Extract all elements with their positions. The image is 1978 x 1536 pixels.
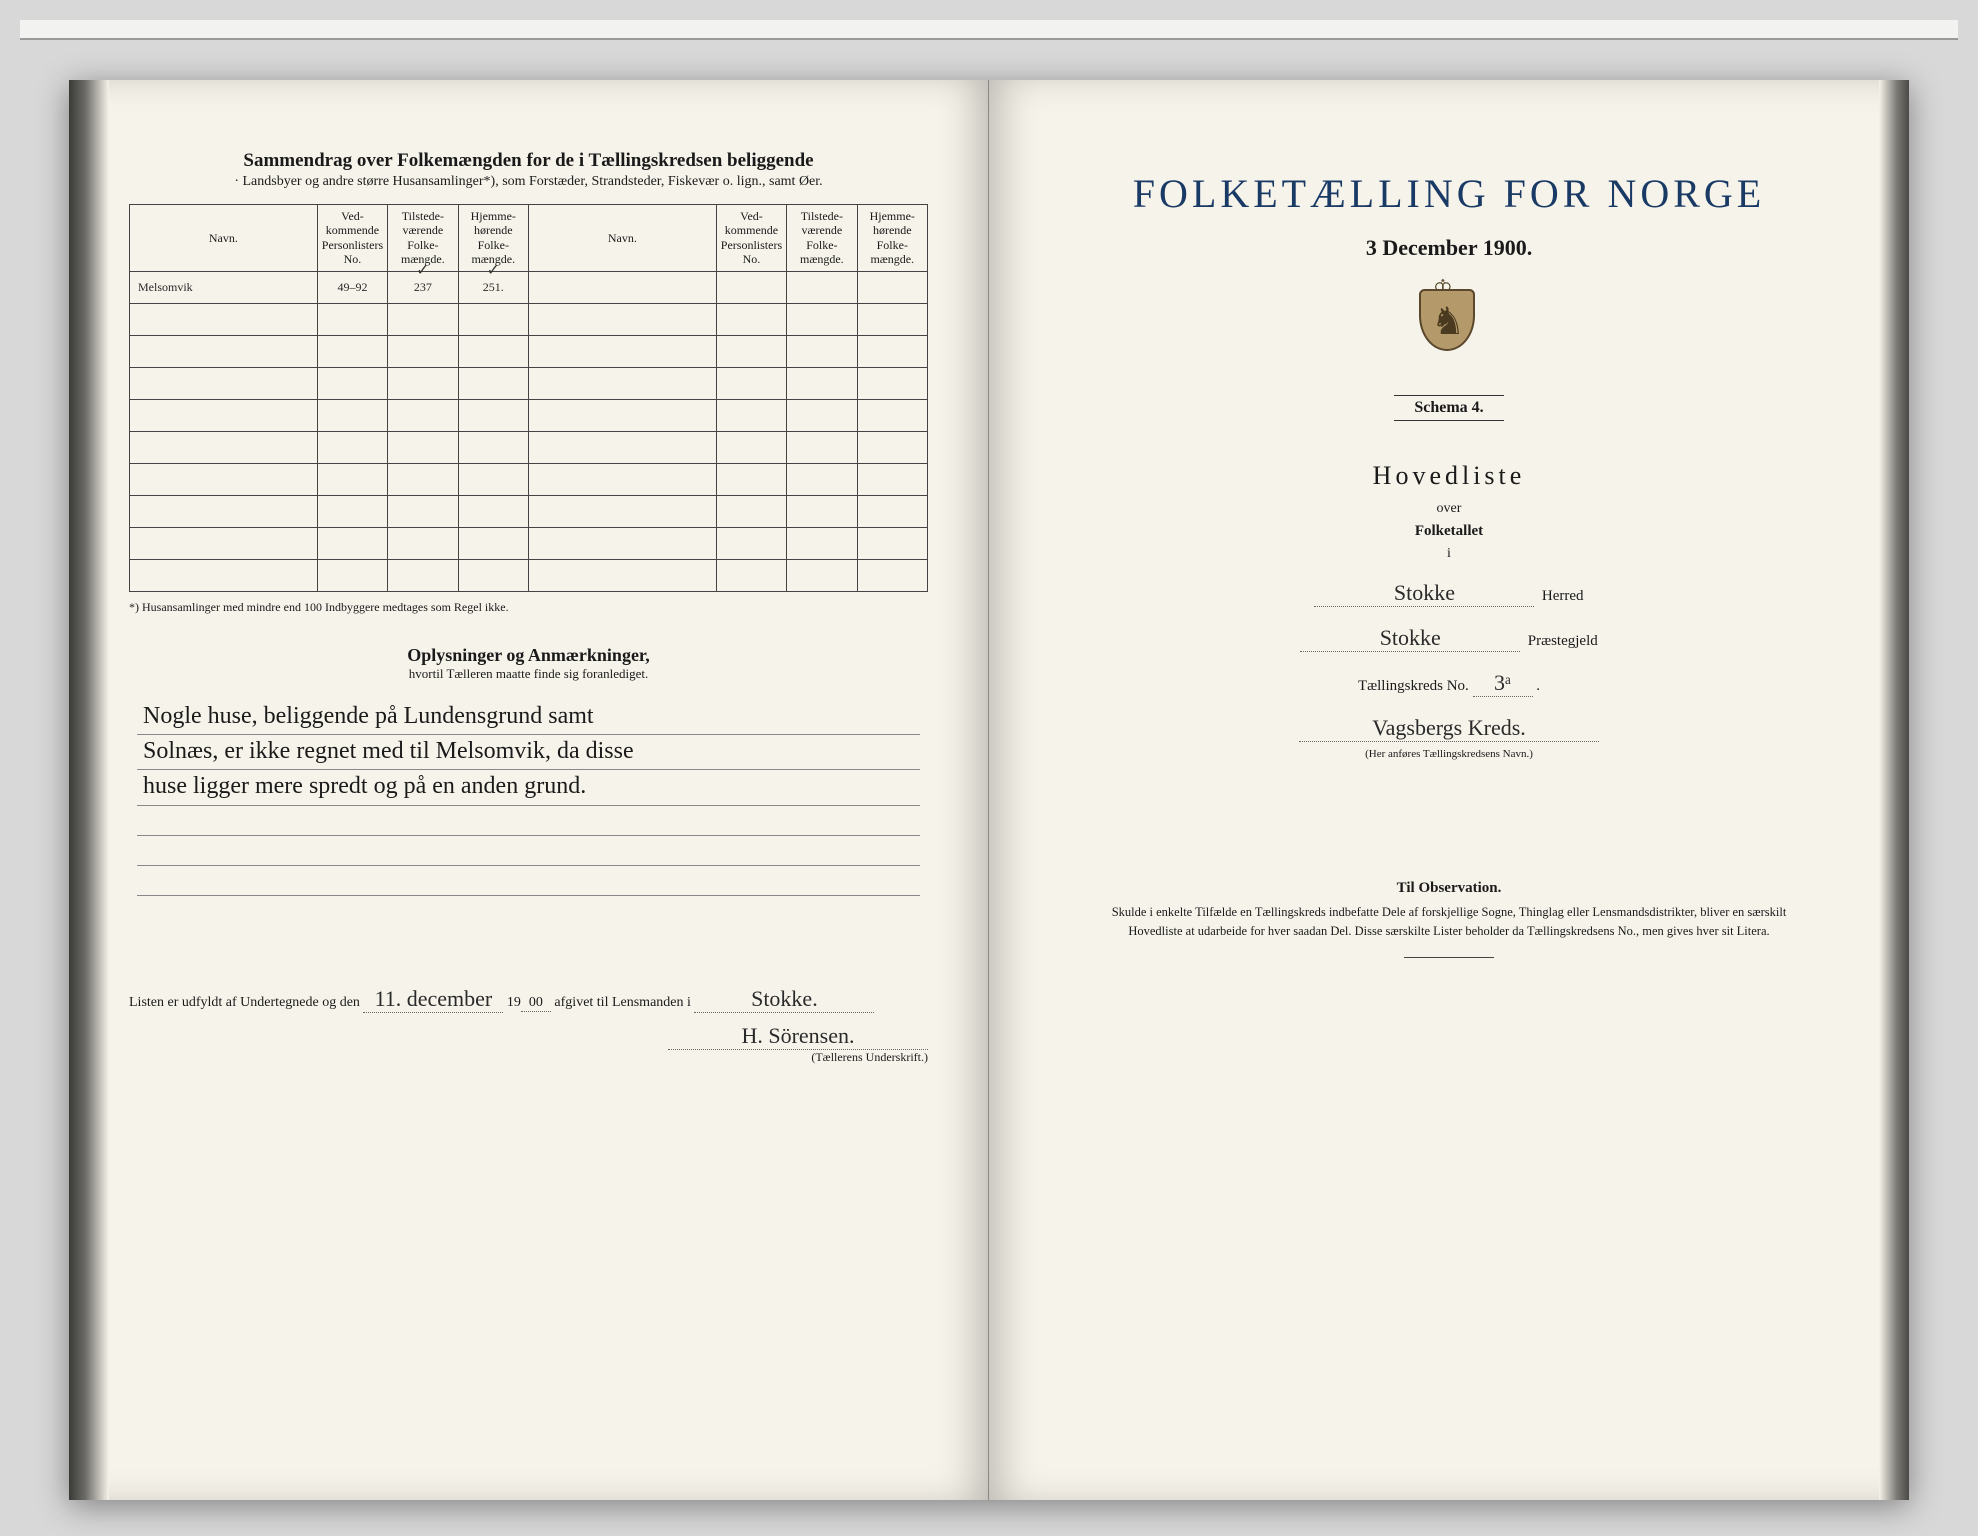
kreds-no-line: Tællingskreds No. 3ᵃ . <box>1049 670 1849 697</box>
book-pages-right-edge <box>1879 80 1909 1500</box>
col-persno: Ved-kommende Personlisters No. <box>317 205 387 272</box>
table-footnote: *) Husansamlinger med mindre end 100 Ind… <box>129 600 928 615</box>
observation-text: Skulde i enkelte Tilfælde en Tællingskre… <box>1089 903 1809 941</box>
census-title: FOLKETÆLLING FOR NORGE <box>1049 170 1849 217</box>
shield-icon <box>1419 289 1475 351</box>
table-row <box>130 463 928 495</box>
summary-subheading: · Landsbyer og andre større Husansamling… <box>129 174 928 190</box>
over-label: over <box>1049 501 1849 517</box>
herred-value: Stokke <box>1314 580 1534 607</box>
summary-heading: Sammendrag over Folkemængden for de i Tæ… <box>129 150 928 172</box>
attestation-year-prefix: 19 <box>507 995 521 1010</box>
table-row <box>130 367 928 399</box>
herred-line: Stokke Herred <box>1049 580 1849 607</box>
kreds-name-hint: (Her anføres Tællingskredsens Navn.) <box>1049 748 1849 760</box>
table-header-row: Navn. Ved-kommende Personlisters No. Til… <box>130 205 928 272</box>
attestation-date: 11. december <box>363 986 503 1013</box>
kreds-no-prefix: Tællingskreds No. <box>1358 678 1469 694</box>
signature: H. Sörensen. <box>668 1023 928 1050</box>
handwritten-note-line: huse ligger mere spredt og på en anden g… <box>137 770 920 805</box>
table-row <box>130 399 928 431</box>
scan-surface: Sammendrag over Folkemængden for de i Tæ… <box>0 0 1978 1536</box>
cell-name: Melsomvik <box>130 271 318 303</box>
observation-heading: Til Observation. <box>1049 880 1849 897</box>
col-present-2: Tilstede-værende Folke-mængde. <box>787 205 857 272</box>
table-row <box>130 303 928 335</box>
attestation-mid: afgivet til Lensmanden i <box>554 995 694 1010</box>
remarks-heading: Oplysninger og Anmærkninger, <box>129 645 928 666</box>
signature-label: (Tællerens Underskrift.) <box>129 1050 928 1065</box>
remarks-subheading: hvortil Tælleren maatte finde sig foranl… <box>129 666 928 682</box>
table-row <box>130 495 928 527</box>
population-summary-table: Navn. Ved-kommende Personlisters No. Til… <box>129 204 928 592</box>
table-row: Melsomvik 49–92 237 251. <box>130 271 928 303</box>
attestation-year: 00 <box>521 995 551 1012</box>
col-resident-2: Hjemme-hørende Folke-mængde. <box>857 205 927 272</box>
praestegjeld-line: Stokke Præstegjeld <box>1049 625 1849 652</box>
signature-block: H. Sörensen. (Tællerens Underskrift.) <box>129 1023 928 1065</box>
col-name: Navn. <box>130 205 318 272</box>
open-book: Sammendrag over Folkemængden for de i Tæ… <box>69 80 1909 1500</box>
schema-label: Schema 4. <box>1394 395 1504 421</box>
kreds-name-line: Vagsbergs Kreds. <box>1049 715 1849 742</box>
hovedliste-heading: Hovedliste <box>1049 461 1849 491</box>
handwritten-note-line <box>137 806 920 836</box>
table-row <box>130 559 928 591</box>
handwritten-note-line: Nogle huse, beliggende på Lundensgrund s… <box>137 700 920 735</box>
col-name-2: Navn. <box>528 205 716 272</box>
coat-of-arms-icon: ♔ <box>1419 289 1479 367</box>
cell-persno: 49–92 <box>317 271 387 303</box>
herred-label: Herred <box>1542 588 1584 604</box>
handwritten-note-line: Solnæs, er ikke regnet med til Melsomvik… <box>137 735 920 770</box>
attestation-place: Stokke. <box>694 986 874 1013</box>
i-label: i <box>1049 546 1849 562</box>
book-binding-left <box>69 80 109 1500</box>
praestegjeld-label: Præstegjeld <box>1528 633 1598 649</box>
col-persno-2: Ved-kommende Personlisters No. <box>716 205 786 272</box>
top-document-edge <box>20 20 1958 40</box>
table-row <box>130 431 928 463</box>
attestation-line: Listen er udfyldt af Undertegnede og den… <box>129 986 928 1013</box>
kreds-name-value: Vagsbergs Kreds. <box>1299 715 1599 742</box>
kreds-no-value: 3ᵃ <box>1473 670 1533 697</box>
handwritten-note-line <box>137 836 920 866</box>
folketallet-label: Folketallet <box>1049 523 1849 540</box>
cell-present: 237 <box>388 271 458 303</box>
cell-resident: 251. <box>458 271 528 303</box>
right-page: FOLKETÆLLING FOR NORGE 3 December 1900. … <box>989 80 1909 1500</box>
handwritten-note-line <box>137 866 920 896</box>
attestation-pre: Listen er udfyldt af Undertegnede og den <box>129 995 360 1010</box>
table-row <box>130 527 928 559</box>
census-date: 3 December 1900. <box>1049 235 1849 261</box>
table-row <box>130 335 928 367</box>
horizontal-rule <box>1404 957 1494 958</box>
left-page: Sammendrag over Folkemængden for de i Tæ… <box>69 80 989 1500</box>
praestegjeld-value: Stokke <box>1300 625 1520 652</box>
